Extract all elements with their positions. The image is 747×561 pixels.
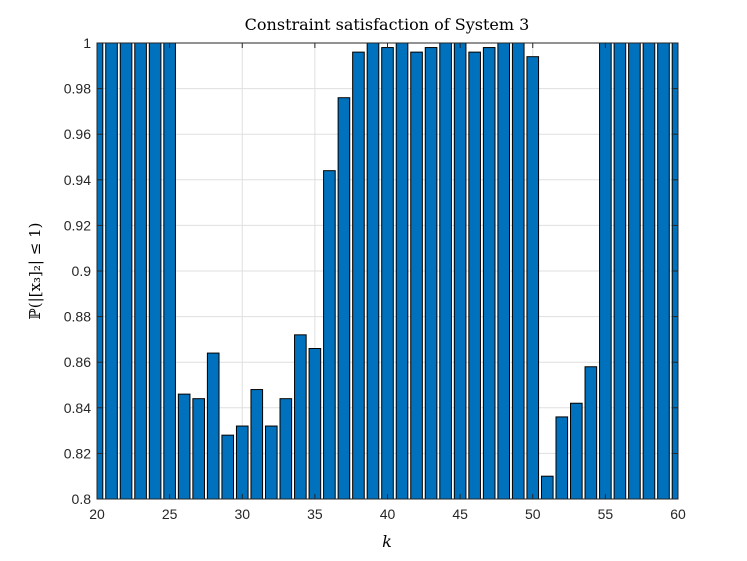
- x-tick-label: 25: [162, 506, 178, 522]
- bar-k-57: [628, 43, 641, 499]
- bar-k-46: [468, 51, 481, 499]
- y-tick-label: 0.96: [64, 126, 91, 142]
- bar-k-32: [264, 425, 278, 499]
- bar-k-38: [352, 51, 365, 499]
- bar-k-36: [323, 170, 336, 499]
- bar-k-59: [657, 43, 670, 499]
- tick-labels: 20 25 30 35 40 45 50 55 60 0.8 0.82 0.84 0.86 0.88 0.9…: [64, 35, 686, 522]
- bar-k-42: [410, 51, 423, 499]
- y-axis-label: ℙ(|[x₃]₂| ≤ 1): [26, 223, 44, 320]
- bar-k-24: [148, 43, 162, 499]
- bar-k-54: [584, 366, 598, 499]
- x-tick-label: 35: [307, 506, 323, 522]
- bar-k-55: [599, 43, 612, 499]
- bar-k-23: [134, 43, 147, 499]
- bar-k-27: [192, 398, 205, 499]
- bar-k-47: [482, 47, 496, 499]
- bar-k-35: [308, 348, 322, 499]
- y-tick-label: 0.98: [64, 81, 91, 97]
- bar-k-26: [177, 393, 191, 499]
- bar-k-29: [221, 434, 235, 499]
- bar-k-48: [497, 43, 511, 499]
- bar-k-41: [395, 43, 409, 499]
- bar-k-51: [540, 475, 554, 499]
- bar-k-31: [250, 389, 264, 499]
- bar-k-53: [570, 402, 583, 499]
- bar-k-40: [381, 47, 394, 499]
- bar-k-37: [337, 97, 351, 499]
- x-tick-label: 20: [89, 506, 105, 522]
- bar-k-34: [294, 334, 307, 499]
- x-tick-label: 50: [525, 506, 541, 522]
- chart-title: Constraint satisfaction of System 3: [245, 15, 530, 34]
- bar-k-21: [105, 43, 118, 499]
- x-tick-label: 45: [452, 506, 468, 522]
- bar-k-28: [206, 352, 220, 499]
- bar-k-30: [235, 425, 249, 499]
- x-tick-label: 60: [670, 506, 686, 522]
- bar-k-43: [424, 47, 438, 499]
- bar-k-50: [526, 56, 540, 499]
- x-tick-label: 40: [380, 506, 396, 522]
- x-tick-label: 30: [234, 506, 250, 522]
- y-tick-label: 0.8: [72, 491, 92, 507]
- x-axis-label: k: [382, 532, 392, 551]
- bar-k-49: [511, 43, 525, 499]
- bar-k-22: [119, 43, 133, 499]
- bar-k-56: [613, 43, 627, 499]
- y-tick-label: 0.92: [64, 217, 91, 233]
- y-tick-label: 0.82: [64, 445, 91, 461]
- bar-k-39: [366, 43, 380, 499]
- axes: [96, 42, 679, 500]
- bar-k-25: [163, 43, 176, 499]
- y-tick-label: 0.9: [72, 263, 92, 279]
- y-tick-label: 0.86: [64, 354, 91, 370]
- bar-k-44: [439, 43, 452, 499]
- y-tick-label: 0.94: [64, 172, 91, 188]
- bar-k-52: [555, 416, 569, 499]
- y-tick-label: 0.84: [64, 400, 91, 416]
- bar-k-58: [642, 43, 656, 499]
- y-tick-label: 1: [83, 35, 91, 51]
- x-tick-label: 55: [598, 506, 614, 522]
- y-tick-label: 0.88: [64, 309, 91, 325]
- bar-k-33: [279, 398, 293, 499]
- bar-k-45: [453, 43, 467, 499]
